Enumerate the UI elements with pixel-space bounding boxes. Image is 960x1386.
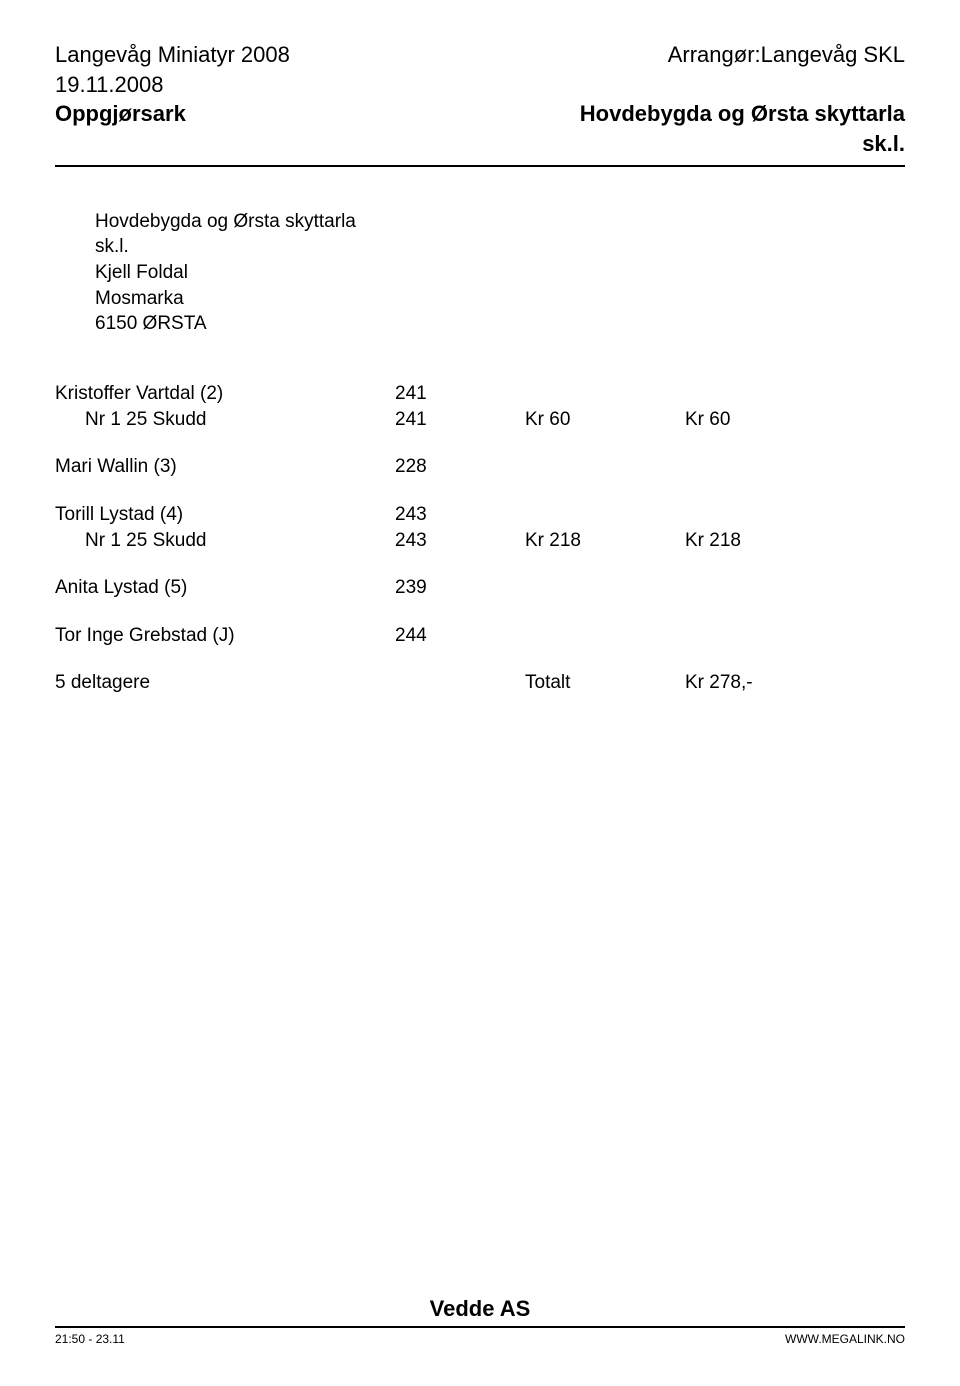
address-club2: sk.l. — [95, 234, 905, 260]
footer-sponsor: Vedde AS — [55, 1296, 905, 1328]
result-row: Torill Lystad (4) 243 — [55, 502, 905, 528]
participant-score: 239 — [395, 575, 525, 601]
participant-name: Kristoffer Vartdal (2) — [55, 381, 395, 407]
sub-kr2: Kr 60 — [685, 407, 815, 433]
event-title: Langevåg Miniatyr 2008 — [55, 40, 290, 70]
footer-timestamp: 21:50 - 23.11 — [55, 1332, 125, 1346]
page-footer: Vedde AS 21:50 - 23.11 WWW.MEGALINK.NO — [55, 1296, 905, 1346]
result-row: Kristoffer Vartdal (2) 241 — [55, 381, 905, 407]
results-block: Kristoffer Vartdal (2) 241 Nr 1 25 Skudd… — [55, 381, 905, 696]
sub-label: Nr 1 25 Skudd — [55, 407, 395, 433]
spacer — [580, 70, 905, 100]
header-left: Langevåg Miniatyr 2008 19.11.2008 Oppgjø… — [55, 40, 290, 159]
participant-name: Tor Inge Grebstad (J) — [55, 623, 395, 649]
footer-bottom: 21:50 - 23.11 WWW.MEGALINK.NO — [55, 1332, 905, 1346]
page-header: Langevåg Miniatyr 2008 19.11.2008 Oppgjø… — [55, 40, 905, 159]
address-street: Mosmarka — [95, 286, 905, 312]
result-row: Anita Lystad (5) 239 — [55, 575, 905, 601]
sub-score: 243 — [395, 528, 525, 554]
participant-score: 243 — [395, 502, 525, 528]
event-date: 19.11.2008 — [55, 70, 290, 100]
result-subrow: Nr 1 25 Skudd 241 Kr 60 Kr 60 — [55, 407, 905, 433]
address-contact: Kjell Foldal — [95, 260, 905, 286]
sub-kr1: Kr 218 — [525, 528, 685, 554]
result-group: Mari Wallin (3) 228 — [55, 454, 905, 480]
footer-url: WWW.MEGALINK.NO — [785, 1332, 905, 1346]
sub-score: 241 — [395, 407, 525, 433]
participant-score: 244 — [395, 623, 525, 649]
result-group: Kristoffer Vartdal (2) 241 Nr 1 25 Skudd… — [55, 381, 905, 432]
result-group: Torill Lystad (4) 243 Nr 1 25 Skudd 243 … — [55, 502, 905, 553]
participant-name: Torill Lystad (4) — [55, 502, 395, 528]
result-row: Tor Inge Grebstad (J) 244 — [55, 623, 905, 649]
header-right: Arrangør:Langevåg SKL Hovdebygda og Ørst… — [580, 40, 905, 159]
participant-name: Mari Wallin (3) — [55, 454, 395, 480]
header-divider — [55, 165, 905, 167]
total-row: 5 deltagere Totalt Kr 278,- — [55, 670, 905, 696]
result-group: Anita Lystad (5) 239 — [55, 575, 905, 601]
result-row: Mari Wallin (3) 228 — [55, 454, 905, 480]
sub-kr2: Kr 218 — [685, 528, 815, 554]
address-club1: Hovdebygda og Ørsta skyttarla — [95, 209, 905, 235]
organizer-name: Langevåg SKL — [761, 42, 905, 67]
participant-score: 241 — [395, 381, 525, 407]
address-postal: 6150 ØRSTA — [95, 311, 905, 337]
total-value: Kr 278,- — [685, 670, 815, 696]
total-label: Totalt — [525, 670, 685, 696]
organizer-line: Arrangør:Langevåg SKL — [580, 40, 905, 70]
participant-score: 228 — [395, 454, 525, 480]
club-line2: sk.l. — [580, 129, 905, 159]
result-subrow: Nr 1 25 Skudd 243 Kr 218 Kr 218 — [55, 528, 905, 554]
sub-kr1: Kr 60 — [525, 407, 685, 433]
section-title: Oppgjørsark — [55, 99, 290, 129]
result-group: Tor Inge Grebstad (J) 244 — [55, 623, 905, 649]
club-line1: Hovdebygda og Ørsta skyttarla — [580, 99, 905, 129]
total-participants: 5 deltagere — [55, 670, 525, 696]
sub-label: Nr 1 25 Skudd — [55, 528, 395, 554]
address-block: Hovdebygda og Ørsta skyttarla sk.l. Kjel… — [95, 209, 905, 337]
participant-name: Anita Lystad (5) — [55, 575, 395, 601]
organizer-label: Arrangør: — [668, 42, 761, 67]
